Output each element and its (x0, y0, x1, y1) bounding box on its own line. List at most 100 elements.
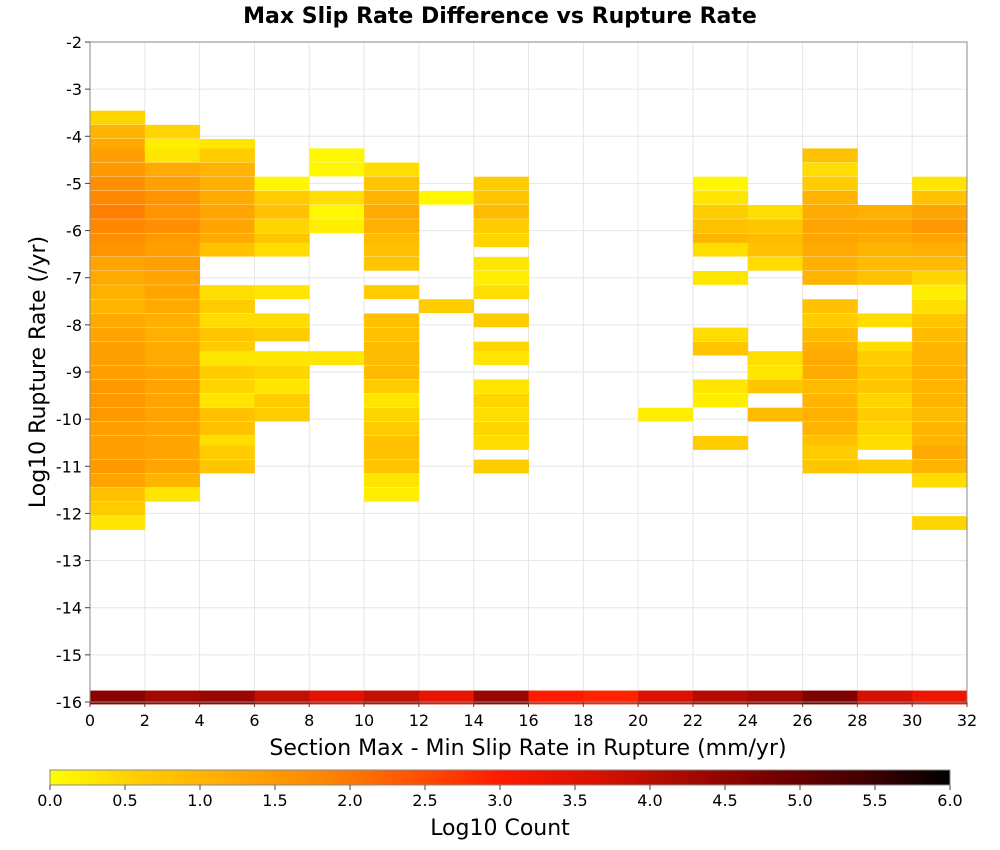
heatmap-cell (692, 341, 749, 356)
chart-title: Max Slip Rate Difference vs Rupture Rate (243, 4, 757, 29)
heatmap-cell (473, 313, 529, 328)
heatmap-cell (912, 351, 968, 365)
heatmap-cell (802, 365, 858, 380)
heatmap-cell (802, 256, 858, 271)
heatmap-cell (90, 204, 146, 219)
heatmap-cell (418, 299, 475, 314)
heatmap-cell (857, 242, 913, 257)
colorbar-tick-label: 5.5 (862, 791, 887, 810)
heatmap-cell (309, 204, 365, 219)
heatmap-cell (90, 299, 146, 314)
heatmap-cell (912, 190, 968, 205)
heatmap-cell (144, 124, 201, 139)
y-tick-label: -8 (66, 316, 82, 335)
heatmap-cell (144, 690, 201, 705)
heatmap-cell (144, 459, 201, 474)
heatmap-cell (199, 176, 255, 191)
heatmap-cell (747, 690, 803, 705)
heatmap-cell (912, 407, 968, 422)
heatmap-cell (144, 162, 201, 177)
heatmap-cells (90, 110, 968, 705)
heatmap-cell (912, 299, 968, 314)
heatmap-cell (912, 313, 968, 328)
heatmap-cell (254, 365, 310, 380)
heatmap-cell (144, 393, 201, 408)
heatmap-cell (364, 351, 420, 365)
heatmap-cell (692, 393, 749, 408)
x-tick-label: 18 (573, 711, 593, 730)
heatmap-cell (90, 313, 146, 328)
y-tick-label: -9 (66, 363, 82, 382)
heatmap-cell (144, 351, 201, 365)
heatmap-cell (144, 219, 201, 233)
heatmap-cell (473, 270, 529, 285)
heatmap-cell (473, 285, 529, 299)
heatmap-cell (692, 176, 749, 191)
heatmap-cell (473, 190, 529, 205)
heatmap-cell (638, 407, 694, 422)
heatmap-cell (912, 242, 968, 257)
heatmap-cell (912, 690, 968, 705)
heatmap-cell (144, 148, 201, 163)
heatmap-cell (254, 313, 310, 328)
heatmap-cell (473, 204, 529, 219)
heatmap-cell (473, 690, 529, 705)
heatmap-cell (857, 313, 913, 328)
heatmap-cell (692, 204, 749, 219)
heatmap-cell (857, 459, 913, 474)
y-tick-label: -11 (56, 457, 82, 476)
heatmap-cell (254, 204, 310, 219)
colorbar-label: Log10 Count (430, 816, 570, 841)
heatmap-cell (144, 327, 201, 342)
colorbar-tick-label: 2.5 (412, 791, 437, 810)
x-tick-label: 20 (628, 711, 648, 730)
heatmap-cell (199, 421, 255, 436)
heatmap-cell (857, 393, 913, 408)
y-axis-label: Log10 Rupture Rate (/yr) (26, 236, 51, 508)
heatmap-cell (802, 204, 858, 219)
heatmap-cell (802, 327, 858, 342)
x-tick-label: 0 (85, 711, 95, 730)
x-tick-label: 26 (792, 711, 812, 730)
heatmap-cell (473, 351, 529, 365)
y-tick-label: -3 (66, 80, 82, 99)
heatmap-cell (802, 176, 858, 191)
heatmap-cell (912, 176, 968, 191)
heatmap-cell (802, 351, 858, 365)
heatmap-cell (199, 327, 255, 342)
heatmap-cell (144, 285, 201, 299)
heatmap-cell (912, 379, 968, 394)
heatmap-cell (254, 190, 310, 205)
heatmap-cell (802, 190, 858, 205)
heatmap-cell (90, 256, 146, 271)
heatmap-cell (199, 351, 255, 365)
heatmap-cell (692, 190, 749, 205)
colorbar-tick-label: 5.0 (787, 791, 812, 810)
colorbar-ticks: 0.0 0.5 1.0 1.5 2.0 2.5 3.0 3.5 4.0 4.5 5.0 5.5 6.0 (37, 785, 963, 810)
colorbar-tick-label: 0.5 (112, 791, 137, 810)
x-axis-ticks: 0 2 4 6 8 10 12 14 16 18 20 22 24 26 28 30 32 (85, 702, 977, 730)
heatmap-cell (802, 148, 858, 163)
heatmap-cell (364, 190, 420, 205)
x-tick-label: 14 (464, 711, 484, 730)
colorbar-tick-label: 4.5 (712, 791, 737, 810)
heatmap-cell (144, 365, 201, 380)
heatmap-cell (364, 256, 420, 271)
heatmap-cell (747, 365, 803, 380)
heatmap-cell (144, 473, 201, 488)
heatmap-cell (802, 162, 858, 177)
heatmap-cell (199, 459, 255, 474)
heatmap-cell (90, 162, 146, 177)
heatmap-cell (857, 435, 913, 450)
y-tick-label: -7 (66, 269, 82, 288)
heatmap-cell (144, 256, 201, 271)
colorbar-tick-label: 0.0 (37, 791, 62, 810)
heatmap-cell (418, 690, 475, 705)
heatmap-cell (802, 313, 858, 328)
colorbar-tick-label: 3.0 (487, 791, 512, 810)
heatmap-cell (90, 459, 146, 474)
heatmap-cell (857, 379, 913, 394)
heatmap-cell (254, 379, 310, 394)
heatmap-cell (583, 690, 639, 705)
